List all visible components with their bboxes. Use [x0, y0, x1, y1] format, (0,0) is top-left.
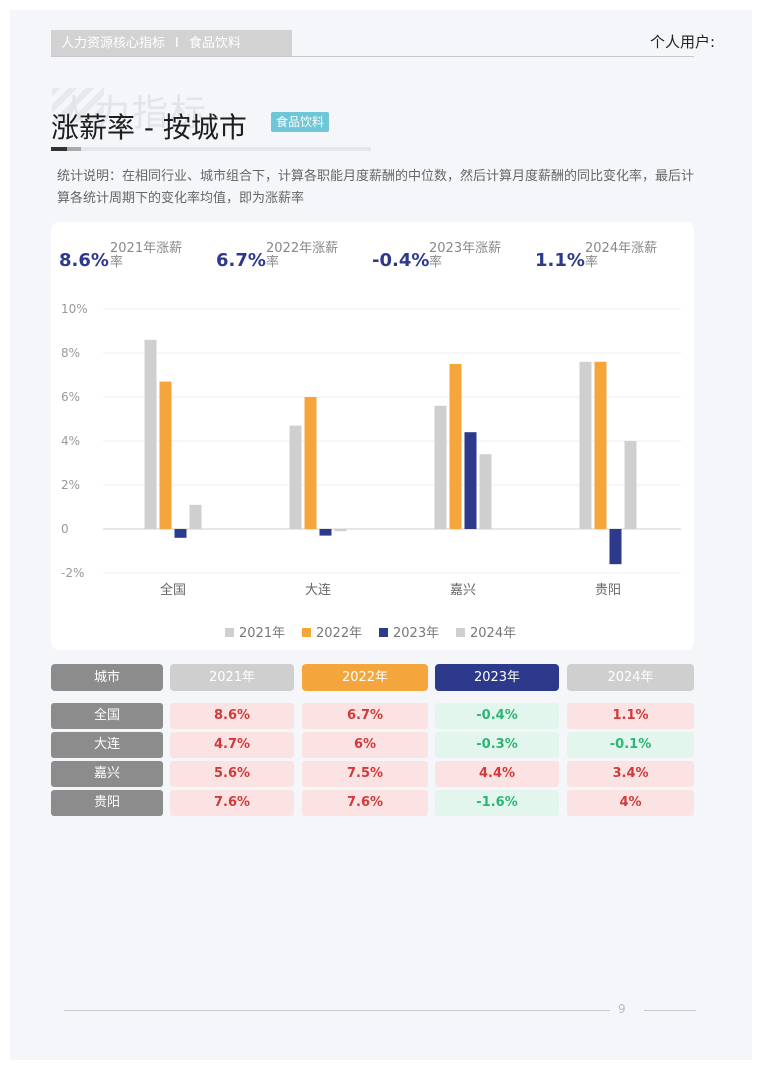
bar-2022年-大连 [304, 397, 317, 529]
table-header-cell: 2021年 [170, 664, 294, 691]
bar-2022年-全国 [159, 381, 172, 529]
statistics-description: 统计说明：在相同行业、城市组合下，计算各职能月度薪酬的中位数，然后计算月度薪酬的… [57, 169, 695, 206]
bar-2023年-全国 [174, 529, 187, 538]
table-cell: 7.6% [170, 790, 294, 816]
table-cell: -0.3% [435, 732, 559, 758]
kpi-value: 1.1% [535, 250, 585, 271]
bar-chart: 10% 8% 6% 4% 2% 0 -2% 全国 大连 嘉兴 贵阳 2021年 2022年 2023年 20… [61, 302, 681, 641]
table-header-cell: 城市 [51, 664, 163, 691]
legend-label: 2021年 [239, 626, 285, 641]
header-divider [51, 56, 694, 57]
bar-2024年-大连 [334, 529, 347, 532]
table-cell: 1.1% [567, 703, 694, 729]
page-number: 9 [618, 1002, 626, 1016]
legend-label: 2023年 [393, 626, 439, 641]
watermark-pattern [52, 88, 104, 122]
bar-2023年-贵阳 [609, 529, 622, 565]
kpi-value: 6.7% [216, 250, 266, 271]
y-tick-label: 10% [61, 302, 88, 316]
y-tick-label: 6% [61, 390, 80, 404]
table-cell: -0.4% [435, 703, 559, 729]
x-tick-label: 嘉兴 [450, 583, 476, 598]
y-tick-label: -2% [61, 566, 84, 580]
table-row-label: 大连 [51, 732, 163, 758]
y-tick-label: 2% [61, 478, 80, 492]
bar-2021年-嘉兴 [434, 405, 447, 529]
header-category: 人力资源核心指标 [61, 36, 166, 51]
y-tick-label: 4% [61, 434, 80, 448]
header-industry: 食品饮料 [188, 36, 241, 51]
table-cell: 8.6% [170, 703, 294, 729]
legend-label: 2024年 [470, 626, 516, 641]
y-tick-label: 0 [61, 522, 69, 536]
kpi-label: 2021年涨薪率 [110, 241, 183, 270]
x-tick-label: 大连 [305, 582, 331, 598]
chart-card: 8.6% 2021年涨薪率 6.7% 2022年涨薪率 -0.4% 2023年涨… [51, 222, 694, 650]
table-row-label: 全国 [51, 703, 163, 729]
x-tick-label: 全国 [160, 582, 186, 598]
table-cell: 5.6% [170, 761, 294, 787]
table-cell: 4.7% [170, 732, 294, 758]
table-cell: 6.7% [302, 703, 428, 729]
table-header-cell: 2022年 [302, 664, 428, 691]
bar-2024年-全国 [189, 504, 202, 529]
bar-2021年-大连 [289, 425, 302, 529]
table-cell: -1.6% [435, 790, 559, 816]
industry-badge: 食品饮料 [271, 112, 330, 132]
legend-swatch [456, 628, 465, 637]
y-tick-label: 8% [61, 346, 80, 360]
header-separator: I [175, 36, 179, 51]
table-cell: -0.1% [567, 732, 694, 758]
bar-2023年-大连 [319, 529, 332, 536]
table-cell: 4% [567, 790, 694, 816]
table-header-cell: 2023年 [435, 664, 559, 691]
title-underline [51, 147, 371, 151]
bar-2022年-嘉兴 [449, 364, 462, 529]
legend-swatch [379, 628, 388, 637]
kpi-label: 2022年涨薪率 [266, 241, 339, 270]
kpi-value: 8.6% [59, 250, 109, 271]
legend-swatch [225, 628, 234, 637]
bar-2023年-嘉兴 [464, 432, 477, 529]
header-user: 个人用户: [649, 33, 715, 51]
bar-2021年-全国 [144, 339, 157, 529]
table-cell: 7.6% [302, 790, 428, 816]
table-header-cell: 2024年 [567, 664, 694, 691]
table-cell: 4.4% [435, 761, 559, 787]
header-tag: 人力资源核心指标 I 食品饮料 [51, 30, 292, 57]
x-tick-label: 贵阳 [595, 583, 621, 598]
page-title: 涨薪率 - 按城市 [51, 111, 247, 144]
legend-swatch [302, 628, 311, 637]
bar-2024年-嘉兴 [479, 454, 492, 529]
table-cell: 3.4% [567, 761, 694, 787]
kpi-value: -0.4% [372, 250, 430, 271]
title-watermark: 人力指标 [56, 93, 209, 134]
bar-2021年-贵阳 [579, 361, 592, 529]
footer-line-left [64, 1010, 610, 1011]
legend-label: 2022年 [316, 626, 362, 641]
table-cell: 6% [302, 732, 428, 758]
kpi-label: 2023年涨薪率 [429, 241, 502, 270]
table-cell: 7.5% [302, 761, 428, 787]
bar-2024年-贵阳 [624, 441, 637, 529]
table-row-label: 贵阳 [51, 790, 163, 816]
footer-line-right [644, 1010, 696, 1011]
kpi-label: 2024年涨薪率 [585, 241, 658, 270]
bar-2022年-贵阳 [594, 361, 607, 529]
table-row-label: 嘉兴 [51, 761, 163, 787]
